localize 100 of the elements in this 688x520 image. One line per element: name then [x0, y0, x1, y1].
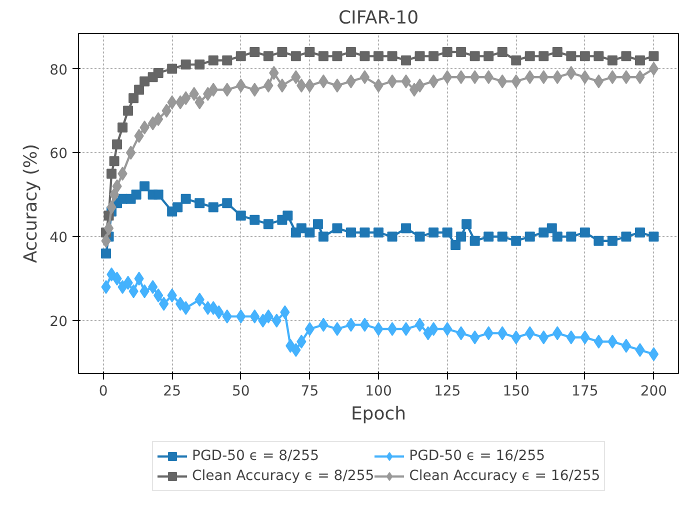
point [236, 51, 246, 62]
point [497, 46, 508, 57]
point [222, 55, 232, 66]
y-tick-label: 80 [50, 62, 68, 78]
point [552, 46, 562, 57]
point [180, 60, 191, 70]
point [126, 146, 136, 160]
point [594, 236, 604, 246]
point [374, 51, 384, 62]
point [153, 112, 164, 126]
point [304, 78, 315, 93]
point [332, 322, 342, 336]
point [222, 198, 232, 208]
point [648, 51, 659, 62]
point [104, 221, 114, 236]
point [414, 232, 425, 242]
point [158, 296, 169, 311]
x-axis-title: Epoch [350, 404, 406, 424]
point [374, 227, 384, 238]
y-tick-label: 40 [50, 230, 68, 246]
point [511, 236, 522, 246]
point [250, 46, 260, 57]
point [470, 70, 480, 84]
point [304, 322, 315, 336]
point [118, 122, 128, 133]
point [462, 219, 472, 230]
point [538, 51, 549, 62]
point [153, 288, 164, 302]
point [511, 55, 522, 66]
point [634, 227, 645, 238]
point [148, 280, 158, 294]
point [594, 334, 604, 349]
point [580, 51, 590, 62]
point [106, 168, 117, 179]
point [332, 51, 342, 62]
point [524, 232, 535, 242]
legend-label: Clean Accuracy ϵ = 8/255 [192, 468, 374, 484]
legend-label: PGD-50 ϵ = 16/255 [409, 448, 546, 464]
point [401, 223, 412, 234]
point [442, 227, 452, 238]
point [414, 51, 425, 62]
point [277, 46, 288, 57]
x-tick-label: 25 [163, 384, 181, 400]
point [263, 51, 274, 62]
point [450, 240, 461, 250]
point [524, 51, 535, 62]
point [153, 190, 164, 200]
point [134, 84, 144, 95]
y-tick-label: 60 [50, 146, 68, 162]
point [180, 194, 191, 204]
point [318, 51, 328, 62]
point [140, 181, 150, 192]
y-axis-title: Accuracy (%) [20, 144, 42, 264]
point [387, 51, 398, 62]
point [153, 68, 164, 78]
point [648, 347, 659, 362]
x-tick-label: 150 [502, 384, 530, 400]
x-tick-label: 0 [98, 384, 108, 400]
point [442, 46, 452, 57]
point [282, 210, 293, 221]
point [456, 232, 466, 242]
point [470, 51, 480, 62]
point [442, 70, 452, 84]
x-tick-label: 100 [365, 384, 392, 400]
point [131, 190, 142, 200]
point [594, 74, 604, 88]
point [387, 74, 398, 88]
point [414, 78, 425, 93]
point [277, 78, 288, 93]
point [109, 156, 120, 166]
point [552, 232, 562, 242]
point [128, 93, 139, 104]
legend-label: Clean Accuracy ϵ = 16/255 [409, 468, 600, 484]
x-tick-label: 75 [300, 384, 319, 400]
point [112, 139, 122, 150]
point [387, 232, 398, 242]
point [607, 236, 618, 246]
point [172, 202, 183, 212]
point [250, 214, 260, 225]
point [401, 55, 412, 66]
point [470, 236, 480, 246]
point [634, 55, 645, 66]
point [621, 232, 632, 242]
point [140, 76, 150, 86]
point [428, 227, 439, 238]
point [123, 106, 134, 116]
point [470, 330, 480, 344]
point [304, 46, 315, 57]
point [263, 219, 274, 230]
point [101, 248, 112, 258]
point [332, 223, 342, 234]
point [194, 198, 205, 208]
point [607, 55, 618, 66]
point [167, 64, 178, 74]
point [360, 70, 370, 84]
point [360, 318, 370, 332]
point [346, 227, 356, 238]
legend-label: PGD-50 ϵ = 8/255 [192, 448, 319, 464]
x-tick-label: 125 [434, 384, 461, 400]
point [442, 322, 452, 336]
